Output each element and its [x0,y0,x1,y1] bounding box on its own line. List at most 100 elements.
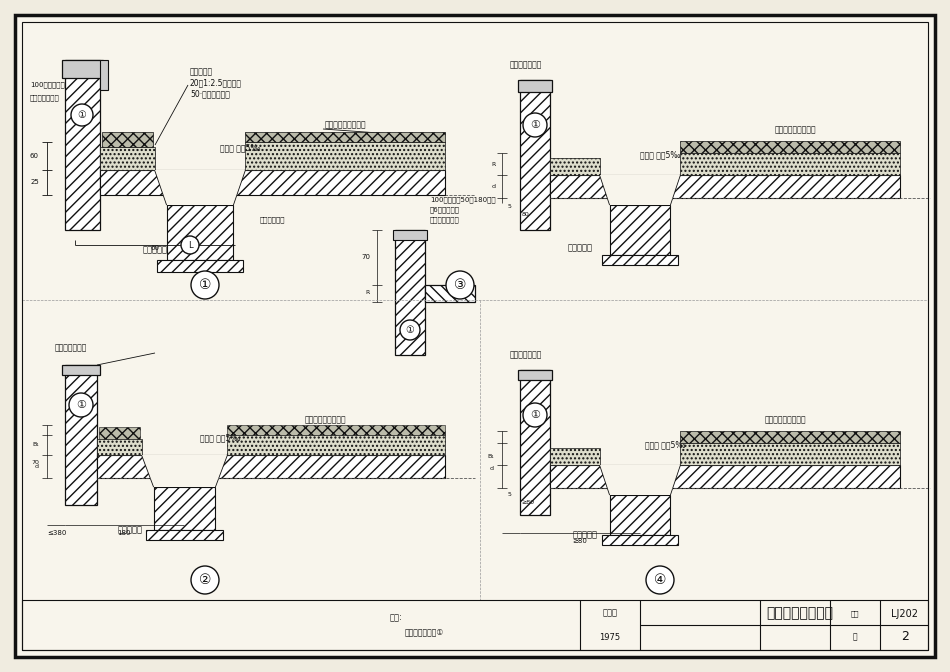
Polygon shape [550,175,900,198]
Text: 未注明部份参见①: 未注明部份参见① [405,628,445,636]
Circle shape [191,271,219,299]
Polygon shape [62,365,100,375]
Text: 80: 80 [522,212,529,216]
Polygon shape [245,132,445,142]
Text: d: d [490,466,494,472]
Text: 70: 70 [31,460,39,464]
Polygon shape [227,425,445,435]
Text: 5: 5 [508,204,512,208]
Text: R: R [492,161,496,167]
Polygon shape [102,132,153,147]
Text: 1975: 1975 [599,632,620,642]
Polygon shape [550,465,900,488]
Text: 屋顶承板挂墙: 屋顶承板挂墙 [260,216,286,223]
Circle shape [523,113,547,137]
Circle shape [69,393,93,417]
Text: 屋面用料见具体设计: 屋面用料见具体设计 [765,415,807,425]
Text: 70: 70 [361,254,370,260]
Text: 用料见具体设计: 用料见具体设计 [430,216,460,223]
Polygon shape [100,147,155,170]
Polygon shape [99,427,140,439]
Text: ②: ② [199,573,211,587]
Text: ≥80: ≥80 [573,538,587,544]
Text: ①: ① [406,325,414,335]
Polygon shape [680,443,900,465]
Text: 按具体设计: 按具体设计 [567,243,593,253]
Text: ①: ① [78,110,86,120]
Polygon shape [602,535,678,545]
Text: ①: ① [530,120,540,130]
Polygon shape [154,487,215,530]
Polygon shape [227,435,445,455]
Text: 100厚矿渣棉砖: 100厚矿渣棉砖 [30,82,65,88]
Text: d: d [492,183,496,189]
Polygon shape [245,142,445,170]
Text: 50·水泥炉渣找坡: 50·水泥炉渣找坡 [190,89,230,99]
Text: ①: ① [530,410,540,420]
Polygon shape [167,205,233,260]
Text: 25: 25 [30,179,39,185]
Text: d: d [35,464,39,468]
Text: 屋面见具体设计: 屋面见具体设计 [510,60,542,69]
Polygon shape [425,285,475,302]
Polygon shape [610,495,670,535]
Text: 分水线 坡度5‰: 分水线 坡度5‰ [645,441,686,450]
Polygon shape [393,230,427,240]
Text: 分水线 坡度5‰: 分水线 坡度5‰ [220,144,260,153]
Circle shape [446,271,474,299]
Polygon shape [550,158,600,175]
Text: ①: ① [199,278,211,292]
Polygon shape [97,439,142,455]
Polygon shape [518,80,552,92]
Polygon shape [600,175,680,205]
Polygon shape [520,370,550,515]
Text: 屋面用料见具体设计: 屋面用料见具体设计 [775,126,817,134]
Text: 100米横向置50、180中距: 100米横向置50、180中距 [430,197,496,204]
Polygon shape [62,60,103,78]
Circle shape [181,236,199,254]
Text: 说明:: 说明: [390,614,403,622]
Text: 钢筋混凝土挑槽沟: 钢筋混凝土挑槽沟 [767,606,833,620]
Text: B₁: B₁ [487,454,494,458]
Polygon shape [97,455,445,478]
Text: 通用图: 通用图 [602,609,618,618]
Text: 分水线 坡度5‰: 分水线 坡度5‰ [640,151,680,159]
Polygon shape [550,448,600,465]
Bar [22,600,928,650]
Text: 屋面用料见具体设计: 屋面用料见具体设计 [325,120,367,130]
Text: 按具体设计: 按具体设计 [142,245,167,255]
Text: 油毡防水层: 油毡防水层 [190,67,213,77]
Polygon shape [518,370,552,380]
Polygon shape [142,455,227,487]
Circle shape [400,320,420,340]
Text: 页: 页 [853,632,857,642]
Text: LJ202: LJ202 [891,609,919,619]
Text: 按具体设计: 按具体设计 [573,530,598,540]
Polygon shape [600,465,680,495]
Text: 屋面见具体设计: 屋面见具体设计 [55,343,87,353]
Polygon shape [100,60,108,90]
Text: 2: 2 [901,630,909,644]
Circle shape [646,566,674,594]
Text: 钢架见具体设计: 钢架见具体设计 [30,95,60,101]
Text: 60: 60 [30,153,39,159]
Text: 中6钢筋压角条: 中6钢筋压角条 [430,207,460,213]
Circle shape [523,403,547,427]
Polygon shape [680,153,900,175]
Text: 屋面用料见具体设计: 屋面用料见具体设计 [305,415,347,425]
Text: ≥80: ≥80 [522,501,535,505]
Polygon shape [610,205,670,255]
Polygon shape [395,230,425,355]
Text: 屋面见具体设计: 屋面见具体设计 [510,351,542,360]
Polygon shape [157,260,243,272]
Polygon shape [100,170,445,195]
Polygon shape [680,141,900,153]
Text: ①: ① [76,400,86,410]
Polygon shape [155,170,245,205]
Text: 180: 180 [117,530,131,536]
Text: ④: ④ [654,573,666,587]
Text: 按具体设计: 按具体设计 [118,526,142,534]
Text: 编号: 编号 [851,611,859,618]
Polygon shape [65,60,100,230]
Text: ③: ③ [454,278,466,292]
